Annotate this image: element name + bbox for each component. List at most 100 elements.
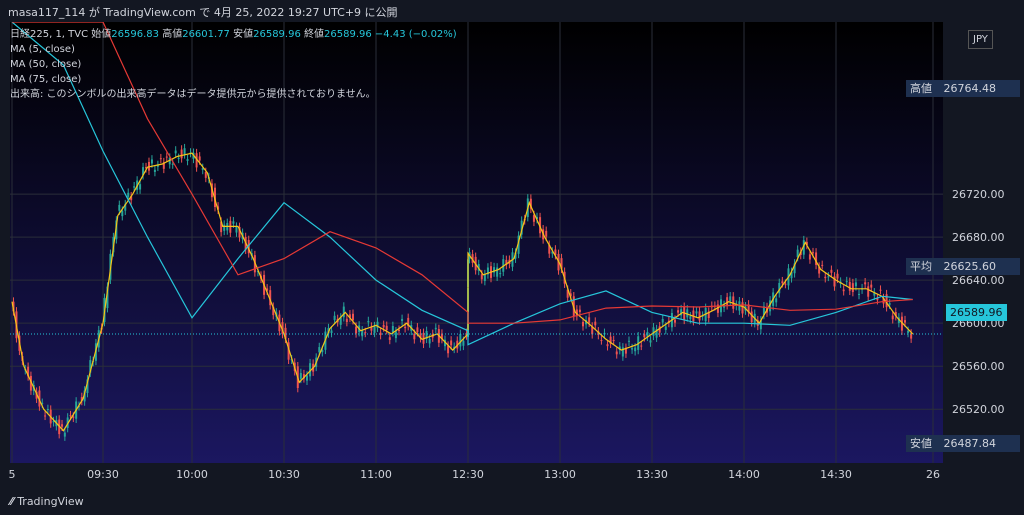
candle-body: [769, 300, 772, 312]
candle-body: [493, 267, 496, 273]
candle-body: [600, 340, 603, 342]
candle-body: [483, 274, 486, 282]
candle-body: [560, 258, 563, 269]
candle-body: [836, 273, 839, 279]
candle-body: [858, 293, 860, 295]
time-axis[interactable]: [0, 463, 943, 487]
candle-body: [554, 249, 557, 256]
candle-body: [444, 339, 446, 347]
publish-info: masa117_114 が TradingView.com で 4月 25, 2…: [8, 4, 398, 20]
candle-body: [121, 210, 124, 217]
candle-body: [707, 311, 710, 319]
candle-body: [621, 347, 624, 357]
x-tick-label: 10:30: [268, 468, 300, 481]
candle-body: [145, 167, 148, 169]
candle-body: [812, 252, 814, 254]
ma50-legend[interactable]: MA (50, close): [10, 59, 82, 70]
candle-body: [756, 320, 759, 326]
candle-body: [609, 336, 612, 344]
currency-badge[interactable]: JPY: [968, 30, 993, 49]
candle-body: [80, 397, 83, 401]
candle-body: [232, 221, 235, 224]
candle-body: [223, 224, 226, 231]
candle-body: [388, 337, 391, 340]
candle-body: [888, 303, 891, 305]
candle-body: [462, 340, 465, 346]
candle-body: [882, 298, 885, 304]
candle-body: [907, 330, 910, 333]
candle-body: [640, 345, 643, 347]
price-axis[interactable]: [943, 22, 1024, 487]
username[interactable]: masa117_114: [8, 6, 86, 19]
symbol-label[interactable]: 日経225, 1, TVC: [10, 29, 89, 40]
candle-body: [281, 322, 284, 334]
candle-body: [815, 252, 818, 265]
open-label: 始値: [91, 29, 112, 40]
candle-body: [646, 331, 649, 337]
candle-body: [879, 289, 882, 291]
candle-body: [220, 221, 223, 233]
x-tick-label: 10:00: [176, 468, 208, 481]
candle-body: [551, 251, 554, 254]
candle-body: [41, 402, 44, 404]
x-tick-label: 11:00: [360, 468, 392, 481]
candle-body: [578, 309, 581, 313]
candle-body: [894, 312, 897, 317]
candle-body: [885, 294, 888, 308]
candle-body: [186, 159, 189, 161]
candle-body: [545, 230, 548, 237]
candle-body: [407, 317, 410, 327]
ma5-legend[interactable]: MA (5, close): [10, 44, 75, 55]
candle-body: [106, 286, 109, 309]
candle-body: [159, 158, 162, 160]
high-price-tag: 高値 26764.48: [906, 80, 1020, 97]
ohlc-line: 日経225, 1, TVC 始値26596.83 高値26601.77 安値26…: [10, 27, 457, 42]
candle-body: [486, 267, 489, 275]
volume-note: 出来高: このシンボルの出来高データはデータ提供元から提供されておりません。: [10, 89, 376, 100]
candle-body: [842, 289, 845, 292]
x-tick-label: 09:30: [87, 468, 119, 481]
candle-body: [373, 326, 376, 333]
candle-body: [652, 327, 655, 336]
candle-body: [385, 325, 388, 331]
candle-body: [520, 220, 523, 235]
x-tick-label: 26: [926, 468, 940, 481]
candle-body: [775, 298, 778, 303]
chart-canvas[interactable]: 26520.0026560.0026600.0026640.0026680.00…: [0, 22, 1024, 487]
candle-body: [153, 169, 156, 172]
candle-body: [517, 235, 520, 254]
candle-body: [900, 316, 903, 331]
publish-text: が TradingView.com で 4月 25, 2022 19:27 UT…: [88, 6, 398, 19]
candle-body: [499, 273, 502, 275]
candle-body: [796, 249, 799, 258]
candle-body: [272, 306, 275, 316]
candle-body: [345, 318, 348, 323]
candle-body: [643, 334, 646, 338]
candle-body: [649, 340, 652, 343]
candle-body: [870, 284, 873, 288]
candle-body: [588, 317, 591, 323]
candle-body: [299, 373, 302, 379]
candle-body: [342, 306, 345, 318]
high-tag-label: 高値: [910, 82, 932, 95]
ma75-legend[interactable]: MA (75, close): [10, 74, 82, 85]
candle-body: [480, 274, 483, 280]
candle-body: [845, 281, 848, 283]
x-tick-label: 5: [9, 468, 16, 481]
close-label: 終値: [304, 29, 325, 40]
candle-body: [597, 331, 600, 336]
candle-body: [536, 217, 538, 220]
tradingview-logo[interactable]: ⁄⁄ TradingView: [10, 495, 84, 508]
low-tag-value: 26487.84: [943, 437, 997, 450]
candle-body: [130, 196, 133, 201]
candle-body: [867, 286, 870, 297]
candle-body: [63, 432, 66, 437]
ma75-line: [12, 22, 913, 324]
candle-body: [447, 345, 450, 354]
candle-body: [848, 281, 851, 291]
candle-body: [86, 379, 89, 394]
candle-body: [698, 311, 701, 321]
candle-body: [821, 264, 824, 266]
candle-body: [594, 321, 597, 326]
